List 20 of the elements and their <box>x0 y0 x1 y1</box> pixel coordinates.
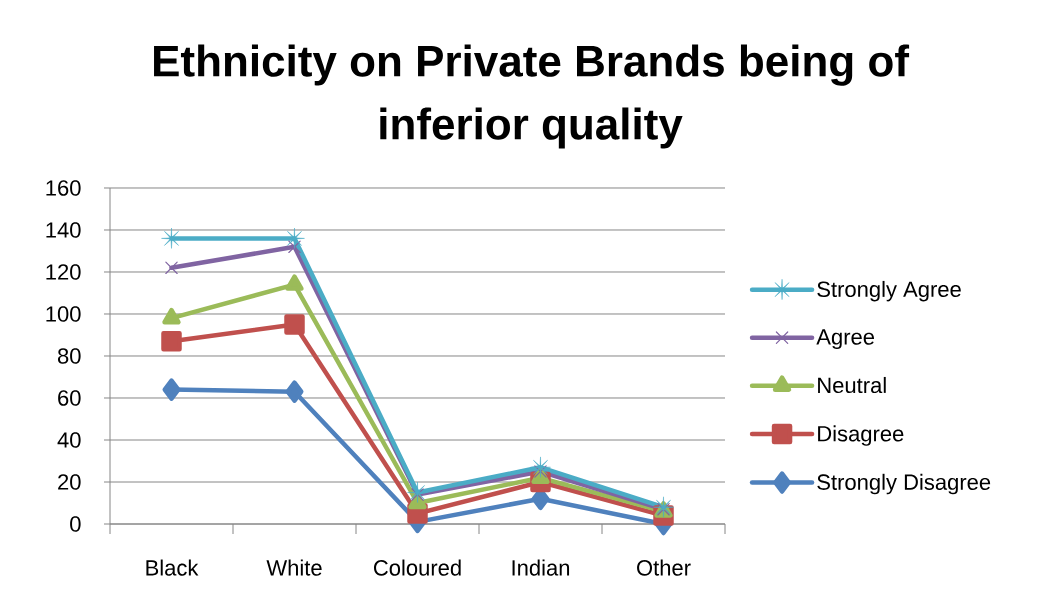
legend-label: Strongly Agree <box>817 280 961 302</box>
x-tick-label: Other <box>637 559 691 576</box>
y-tick-label: 120 <box>46 264 81 280</box>
x-tick-label: Black <box>146 559 199 576</box>
x-tick-label: Indian <box>512 559 570 576</box>
legend-label: Agree <box>816 329 875 350</box>
x-tick-label: White <box>266 559 322 576</box>
y-tick-label: 60 <box>58 390 81 406</box>
legend-label: Strongly Disagree <box>817 473 991 495</box>
y-tick-label: 0 <box>70 516 81 532</box>
y-tick-label: 160 <box>46 180 81 196</box>
y-tick-label: 140 <box>46 222 81 238</box>
legend-label: Disagree <box>818 425 904 446</box>
legend-label: Neutral <box>818 376 886 394</box>
y-tick-label: 80 <box>57 348 81 364</box>
y-tick-label: 20 <box>58 474 81 490</box>
y-tick-label: 40 <box>57 432 81 448</box>
chart-title: Ethnicity on Private Brands being of inferior quality <box>154 44 910 149</box>
y-tick-label: 100 <box>46 306 81 322</box>
x-tick-label: Coloured <box>373 559 461 576</box>
